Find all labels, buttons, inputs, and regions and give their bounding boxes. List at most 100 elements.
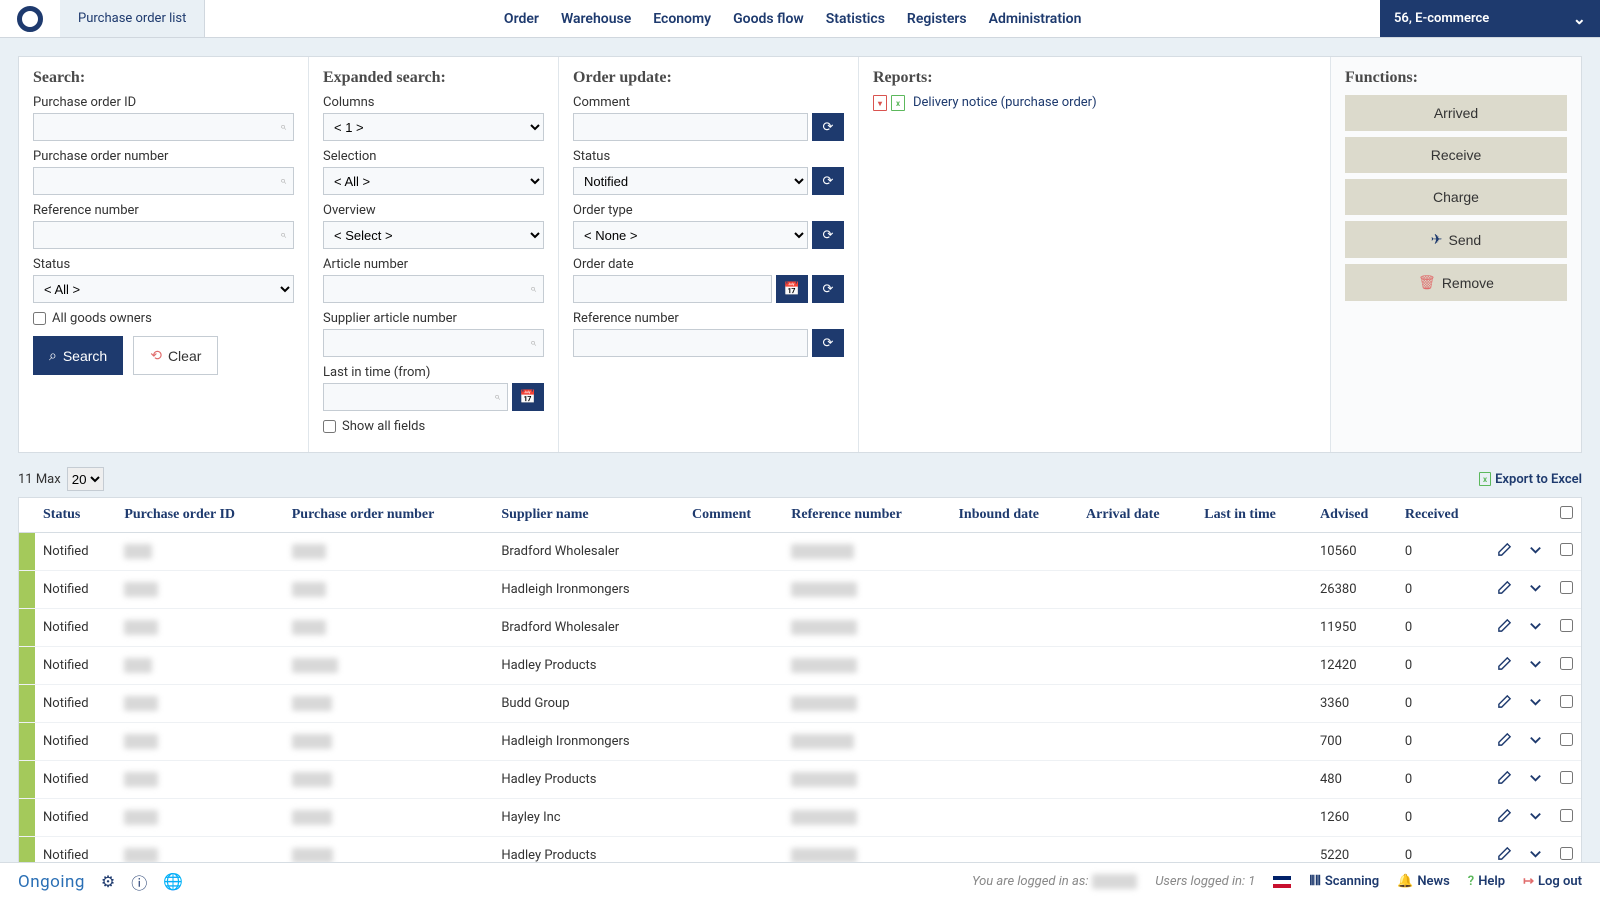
col-po-id[interactable]: Purchase order ID <box>116 498 283 533</box>
clear-button[interactable]: ⟲Clear <box>133 336 218 375</box>
overview-select[interactable]: < Select > <box>323 221 544 249</box>
col-arrival[interactable]: Arrival date <box>1078 498 1196 533</box>
report-delivery-notice[interactable]: Delivery notice (purchase order) <box>913 95 1097 110</box>
table-row[interactable]: NotifiedxxxxxxxBradford Wholesalerxxx xx… <box>19 533 1581 571</box>
news-link[interactable]: 🔔News <box>1397 874 1450 889</box>
expand-row-button[interactable] <box>1520 571 1551 609</box>
comment-refresh-button[interactable]: ⟳ <box>812 113 844 141</box>
columns-select[interactable]: < 1 > <box>323 113 544 141</box>
update-status-select[interactable]: Notified <box>573 167 808 195</box>
col-last-time[interactable]: Last in time <box>1196 498 1312 533</box>
order-date-refresh-button[interactable]: ⟳ <box>812 275 844 303</box>
table-row[interactable]: NotifiedxxxxxxxxxBudd Groupxxxxxxxxx3360… <box>19 685 1581 723</box>
reference-input[interactable] <box>33 221 294 249</box>
table-row[interactable]: NotifiedxxxxxxxxxHayley Incxxxxxxxxx1260… <box>19 799 1581 837</box>
col-inbound[interactable]: Inbound date <box>950 498 1078 533</box>
row-checkbox[interactable] <box>1560 809 1573 822</box>
edit-row-button[interactable] <box>1489 533 1520 571</box>
row-checkbox[interactable] <box>1560 733 1573 746</box>
row-checkbox[interactable] <box>1560 695 1573 708</box>
col-supplier[interactable]: Supplier name <box>493 498 684 533</box>
col-reference[interactable]: Reference number <box>783 498 950 533</box>
po-number-input[interactable] <box>33 167 294 195</box>
row-checkbox[interactable] <box>1560 771 1573 784</box>
table-row[interactable]: NotifiedxxxxxxxxxHadleigh Ironmongersxxx… <box>19 723 1581 761</box>
selection-select[interactable]: < All > <box>323 167 544 195</box>
expand-row-button[interactable] <box>1520 761 1551 799</box>
flag-uk-icon[interactable] <box>1273 876 1291 888</box>
last-time-input[interactable] <box>323 383 508 411</box>
edit-row-button[interactable] <box>1489 761 1520 799</box>
edit-row-button[interactable] <box>1489 571 1520 609</box>
order-type-select[interactable]: < None > <box>573 221 808 249</box>
nav-order[interactable]: Order <box>504 11 539 27</box>
row-checkbox[interactable] <box>1560 657 1573 670</box>
table-row[interactable]: NotifiedxxxxxxxxBradford Wholesalerxxxxx… <box>19 609 1581 647</box>
col-comment[interactable]: Comment <box>684 498 783 533</box>
excel-icon[interactable]: x <box>891 95 905 111</box>
logo[interactable] <box>0 0 60 37</box>
po-id-input[interactable] <box>33 113 294 141</box>
ref-refresh-button[interactable]: ⟳ <box>812 329 844 357</box>
edit-row-button[interactable] <box>1489 647 1520 685</box>
edit-row-button[interactable] <box>1489 799 1520 837</box>
export-excel-link[interactable]: xExport to Excel <box>1479 472 1582 487</box>
nav-goods-flow[interactable]: Goods flow <box>733 11 804 27</box>
logout-link[interactable]: ↦Log out <box>1523 874 1582 889</box>
col-received[interactable]: Received <box>1397 498 1489 533</box>
receive-button[interactable]: Receive <box>1345 137 1567 173</box>
col-po-number[interactable]: Purchase order number <box>284 498 494 533</box>
edit-row-button[interactable] <box>1489 685 1520 723</box>
max-rows-select[interactable]: 20 <box>67 467 104 491</box>
expand-row-button[interactable] <box>1520 685 1551 723</box>
table-row[interactable]: NotifiedxxxxxxxxHadleigh Ironmongersxxxx… <box>19 571 1581 609</box>
nav-economy[interactable]: Economy <box>653 11 711 27</box>
expand-row-button[interactable] <box>1520 647 1551 685</box>
update-ref-input[interactable] <box>573 329 808 357</box>
help-link[interactable]: ?Help <box>1468 874 1505 889</box>
last-time-calendar-button[interactable]: 📅 <box>512 383 544 411</box>
account-selector[interactable]: 56, E-commerce ⌄ <box>1380 0 1600 37</box>
order-type-refresh-button[interactable]: ⟳ <box>812 221 844 249</box>
edit-row-button[interactable] <box>1489 609 1520 647</box>
show-all-checkbox[interactable] <box>323 420 336 433</box>
supplier-article-input[interactable] <box>323 329 544 357</box>
status-refresh-button[interactable]: ⟳ <box>812 167 844 195</box>
nav-statistics[interactable]: Statistics <box>826 11 885 27</box>
order-date-input[interactable] <box>573 275 772 303</box>
remove-button[interactable]: 🗑Remove <box>1345 264 1567 301</box>
comment-input[interactable] <box>573 113 808 141</box>
gear-icon[interactable]: ⚙ <box>101 872 115 891</box>
cell-supplier: Hadley Products <box>493 761 684 799</box>
row-checkbox[interactable] <box>1560 847 1573 860</box>
globe-icon[interactable]: 🌐 <box>163 872 183 891</box>
pdf-icon[interactable]: ▾ <box>873 95 887 111</box>
tab-purchase-order-list[interactable]: Purchase order list <box>60 0 205 37</box>
search-button[interactable]: ⌕Search <box>33 336 123 375</box>
col-advised[interactable]: Advised <box>1312 498 1397 533</box>
expand-row-button[interactable] <box>1520 799 1551 837</box>
table-row[interactable]: NotifiedxxxxxxxxxHadley Productsxxxxxxxx… <box>19 647 1581 685</box>
article-input[interactable] <box>323 275 544 303</box>
status-select[interactable]: < All > <box>33 275 294 303</box>
expand-row-button[interactable] <box>1520 723 1551 761</box>
nav-registers[interactable]: Registers <box>907 11 967 27</box>
col-status[interactable]: Status <box>35 498 116 533</box>
send-button[interactable]: ✈Send <box>1345 221 1567 258</box>
row-checkbox[interactable] <box>1560 543 1573 556</box>
all-owners-checkbox[interactable] <box>33 312 46 325</box>
scanning-link[interactable]: ⦀⦀Scanning <box>1309 874 1379 889</box>
edit-row-button[interactable] <box>1489 723 1520 761</box>
row-checkbox[interactable] <box>1560 619 1573 632</box>
order-date-calendar-button[interactable]: 📅 <box>776 275 808 303</box>
arrived-button[interactable]: Arrived <box>1345 95 1567 131</box>
expand-row-button[interactable] <box>1520 609 1551 647</box>
expand-row-button[interactable] <box>1520 533 1551 571</box>
select-all-checkbox[interactable] <box>1560 506 1573 519</box>
charge-button[interactable]: Charge <box>1345 179 1567 215</box>
info-icon[interactable]: ⓘ <box>131 870 147 894</box>
nav-warehouse[interactable]: Warehouse <box>561 11 631 27</box>
nav-administration[interactable]: Administration <box>989 11 1082 27</box>
row-checkbox[interactable] <box>1560 581 1573 594</box>
table-row[interactable]: NotifiedxxxxxxxxxHadley Productsxxxxxxxx… <box>19 761 1581 799</box>
